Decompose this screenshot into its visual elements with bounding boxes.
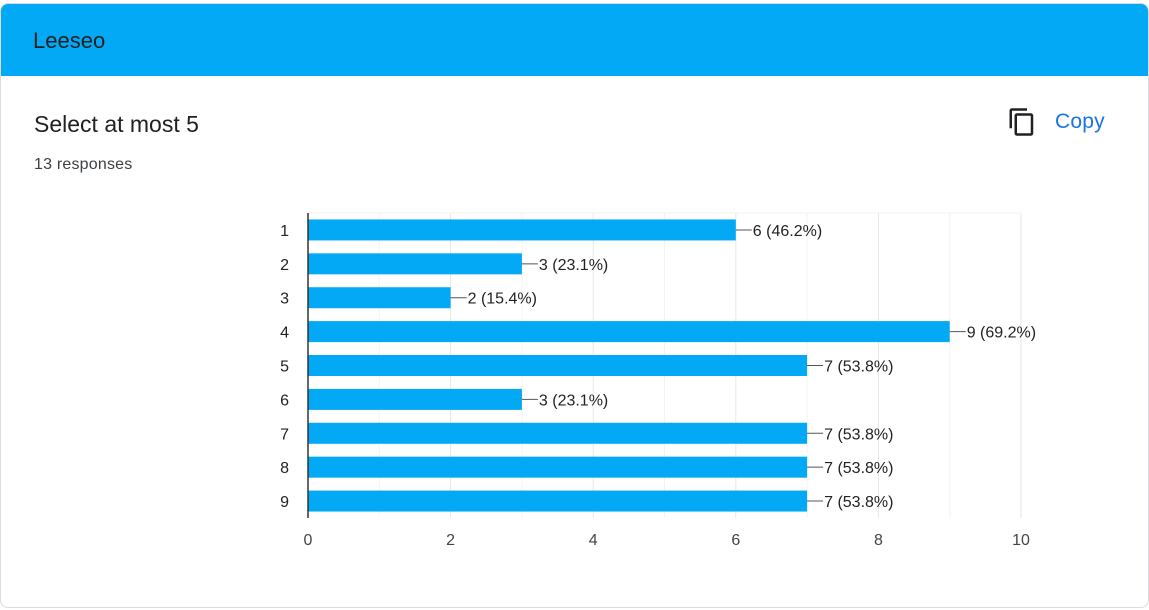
copy-icon	[1007, 107, 1037, 137]
category-label: 2	[280, 257, 289, 274]
data-label: 6 (46.2%)	[753, 223, 822, 240]
category-label: 6	[280, 392, 289, 409]
header-title: Leeseo	[33, 28, 106, 53]
category-label: 3	[280, 291, 289, 308]
bar	[308, 456, 808, 478]
category-label: 5	[280, 359, 289, 376]
category-label: 4	[280, 325, 289, 342]
copy-button[interactable]: Copy	[1007, 104, 1105, 140]
x-tick-label: 0	[304, 532, 313, 549]
x-tick-label: 10	[1012, 532, 1030, 549]
x-tick-label: 8	[874, 532, 883, 549]
data-label: 3 (23.1%)	[539, 257, 608, 274]
x-tick-label: 6	[731, 532, 740, 549]
bar	[308, 422, 808, 444]
data-label: 9 (69.2%)	[967, 325, 1036, 342]
category-label: 1	[280, 223, 289, 240]
data-label: 3 (23.1%)	[539, 392, 608, 409]
data-label: 7 (53.8%)	[824, 426, 893, 443]
question-title: Select at most 5	[34, 111, 199, 137]
data-label: 7 (53.8%)	[824, 359, 893, 376]
data-label: 2 (15.4%)	[468, 291, 537, 308]
bar	[308, 219, 736, 241]
bar	[308, 490, 808, 512]
data-label: 7 (53.8%)	[824, 494, 893, 511]
bar	[308, 355, 808, 376]
category-label: 8	[280, 460, 289, 477]
x-tick-label: 2	[446, 532, 455, 549]
bar	[308, 253, 522, 275]
bar	[308, 287, 451, 309]
x-tick-label: 4	[589, 532, 598, 549]
data-label: 7 (53.8%)	[824, 460, 893, 477]
bar	[308, 321, 950, 343]
copy-label: Copy	[1055, 110, 1105, 133]
response-count: 13 responses	[34, 156, 133, 173]
category-label: 7	[280, 426, 289, 443]
category-label: 9	[280, 494, 289, 511]
card-header: Leeseo	[1, 4, 1148, 76]
bar	[308, 388, 522, 410]
